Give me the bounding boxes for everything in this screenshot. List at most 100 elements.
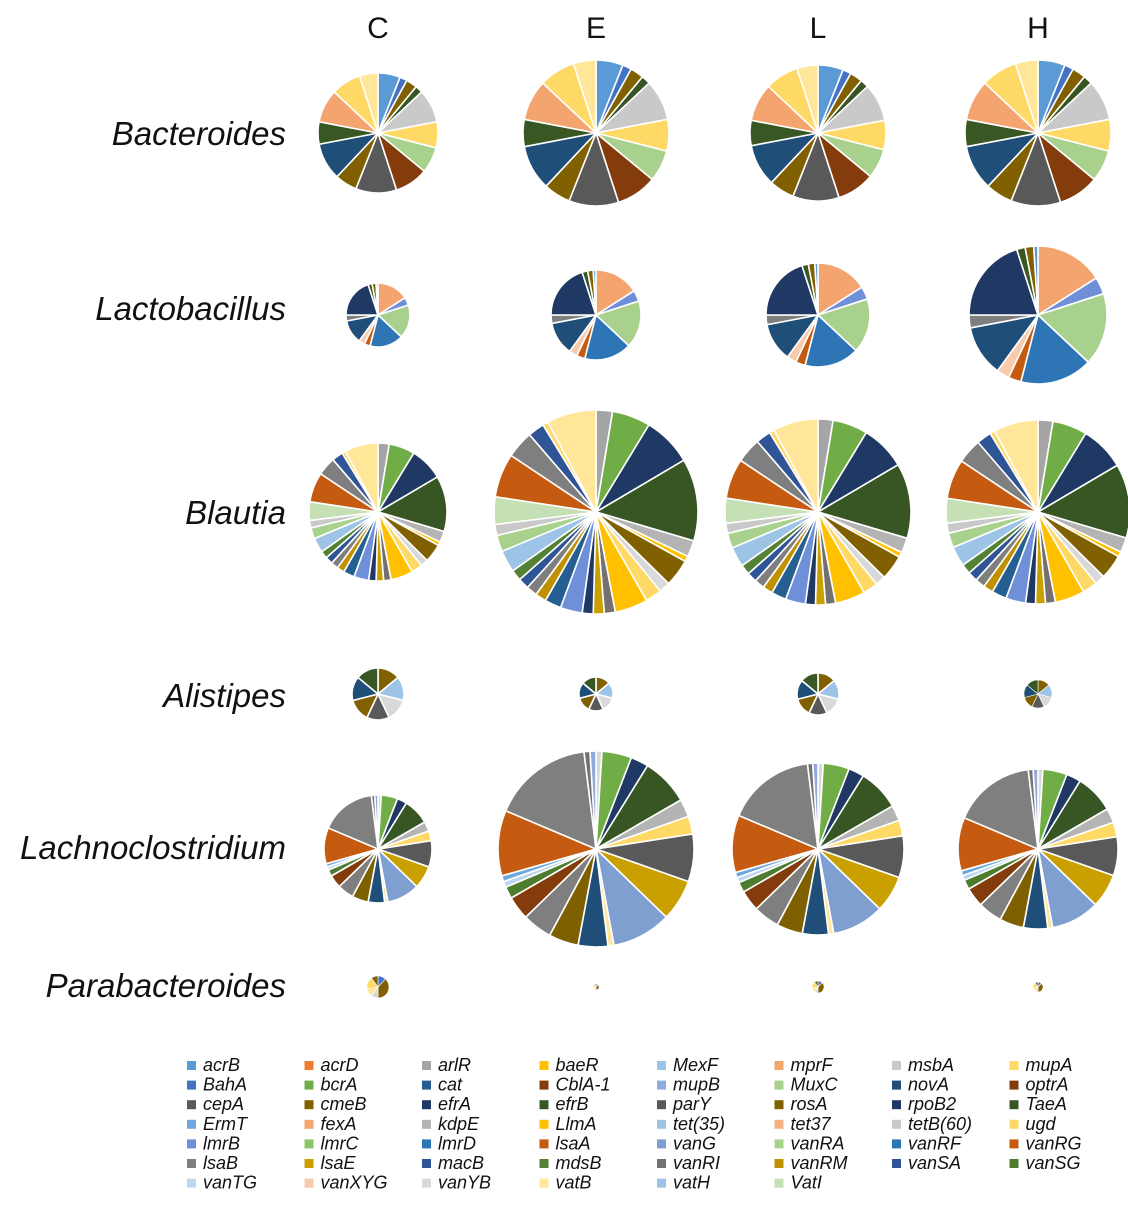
legend-label: bcrA: [321, 1075, 358, 1095]
legend-swatch: [774, 1159, 784, 1168]
legend-label: lmrB: [203, 1133, 240, 1153]
legend-item: vanRG: [1009, 1133, 1082, 1153]
legend-item: rpoB2: [892, 1094, 956, 1114]
legend-label: vanRF: [908, 1133, 962, 1153]
legend-label: mprF: [791, 1055, 834, 1075]
legend-item: ErmT: [187, 1114, 249, 1134]
legend-item: vatH: [657, 1173, 711, 1193]
legend-item: bcrA: [304, 1075, 358, 1095]
legend-label: vanG: [673, 1133, 716, 1153]
row-label: Lachnoclostridium: [20, 829, 286, 866]
pie-alistipes-e: [578, 676, 614, 712]
legend-label: novA: [908, 1075, 949, 1095]
pie-lachnoclostridium-h: [957, 768, 1119, 930]
legend-swatch: [657, 1061, 666, 1070]
pie-slice: [817, 262, 864, 317]
legend-label: kdpE: [438, 1114, 480, 1134]
pies: [308, 59, 1128, 999]
legend-label: MexF: [673, 1055, 719, 1075]
legend-swatch: [422, 1100, 431, 1110]
legend-item: tet(35): [657, 1114, 725, 1134]
pie-slice: [993, 419, 1039, 513]
legend-swatch: [657, 1139, 666, 1149]
pie-slice: [371, 975, 379, 988]
legend-swatch: [657, 1080, 666, 1090]
legend-swatch: [539, 1119, 549, 1129]
legend-label: acrD: [321, 1055, 359, 1075]
legend-label: rpoB2: [908, 1094, 956, 1114]
legend-label: macB: [438, 1153, 484, 1173]
legend-swatch: [1009, 1139, 1019, 1149]
row-label: Blautia: [185, 494, 286, 531]
pie-slice: [356, 667, 379, 696]
pie-lactobacillus-e: [550, 269, 642, 361]
legend-swatch: [539, 1178, 549, 1188]
legend-item: vanRI: [657, 1153, 720, 1173]
row-label: Parabacteroides: [46, 967, 286, 1004]
legend-label: vanRI: [673, 1153, 720, 1173]
legend-label: TaeA: [1026, 1094, 1067, 1114]
legend-swatch: [187, 1061, 196, 1070]
legend-label: lsaE: [321, 1153, 357, 1173]
pie-lactobacillus-l: [765, 262, 871, 368]
legend-item: lmrB: [187, 1133, 240, 1153]
legend-swatch: [774, 1178, 784, 1188]
legend-item: vanG: [657, 1133, 716, 1153]
legend-item: VatI: [774, 1173, 822, 1193]
pie-slice: [1034, 981, 1039, 988]
legend-item: vatB: [539, 1173, 592, 1193]
legend-swatch: [304, 1061, 314, 1070]
pie-slice: [814, 980, 819, 988]
row-label: Bacteroides: [112, 115, 286, 152]
legend-swatch: [1009, 1100, 1019, 1110]
pie-blautia-h: [945, 419, 1128, 605]
legend-swatch: [187, 1139, 196, 1149]
legend-item: vanSA: [892, 1153, 961, 1173]
pie-slice: [497, 809, 599, 877]
legend-item: rosA: [774, 1094, 828, 1114]
legend-item: lsaE: [304, 1153, 357, 1173]
legend-swatch: [304, 1100, 314, 1110]
legend-label: vatB: [556, 1173, 592, 1193]
pie-slice: [765, 264, 820, 316]
pie-lachnoclostridium-l: [731, 762, 905, 936]
pie-alistipes-c: [351, 667, 405, 721]
legend-item: lmrD: [422, 1133, 476, 1153]
pie-slice: [795, 64, 819, 134]
pie-slice: [773, 418, 819, 513]
legend-label: efrB: [556, 1094, 589, 1114]
legend-swatch: [892, 1119, 901, 1129]
legend-label: lmrD: [438, 1133, 476, 1153]
pie-lachnoclostridium-e: [497, 750, 695, 948]
legend-swatch: [187, 1119, 196, 1129]
pie-slice: [546, 409, 597, 513]
legend: acrB acrD arlR baeR MexF mprF msbA mupA BahA bcrA…: [187, 1055, 1082, 1193]
pie-slice: [737, 762, 819, 851]
pie-slice: [327, 794, 379, 851]
legend-swatch: [892, 1100, 901, 1110]
pie-slice: [1036, 464, 1128, 540]
legend-swatch: [892, 1139, 901, 1149]
legend-swatch: [774, 1100, 784, 1110]
legend-item: lmrC: [304, 1133, 359, 1153]
pie-slice: [800, 672, 819, 696]
legend-item: vanYB: [422, 1173, 491, 1193]
legend-swatch: [774, 1139, 784, 1149]
row-labels: Bacteroides Lactobacillus Blautia Alisti…: [20, 115, 286, 1004]
legend-label: vanRG: [1026, 1133, 1082, 1153]
pie-alistipes-l: [796, 672, 840, 716]
legend-label: cepA: [203, 1094, 244, 1114]
legend-label: cat: [438, 1075, 463, 1095]
column-label: C: [367, 12, 389, 45]
pie-slice: [377, 978, 390, 999]
pie-slice: [595, 269, 636, 317]
legend-swatch: [657, 1178, 666, 1188]
pie-parabacteroides-c: [366, 975, 390, 999]
legend-label: vatH: [673, 1173, 711, 1193]
legend-label: VatI: [791, 1173, 822, 1193]
legend-item: fexA: [304, 1114, 357, 1134]
pie-lactobacillus-c: [345, 282, 411, 348]
legend-item: kdpE: [422, 1114, 480, 1134]
legend-item: arlR: [422, 1055, 471, 1075]
legend-swatch: [304, 1159, 314, 1168]
